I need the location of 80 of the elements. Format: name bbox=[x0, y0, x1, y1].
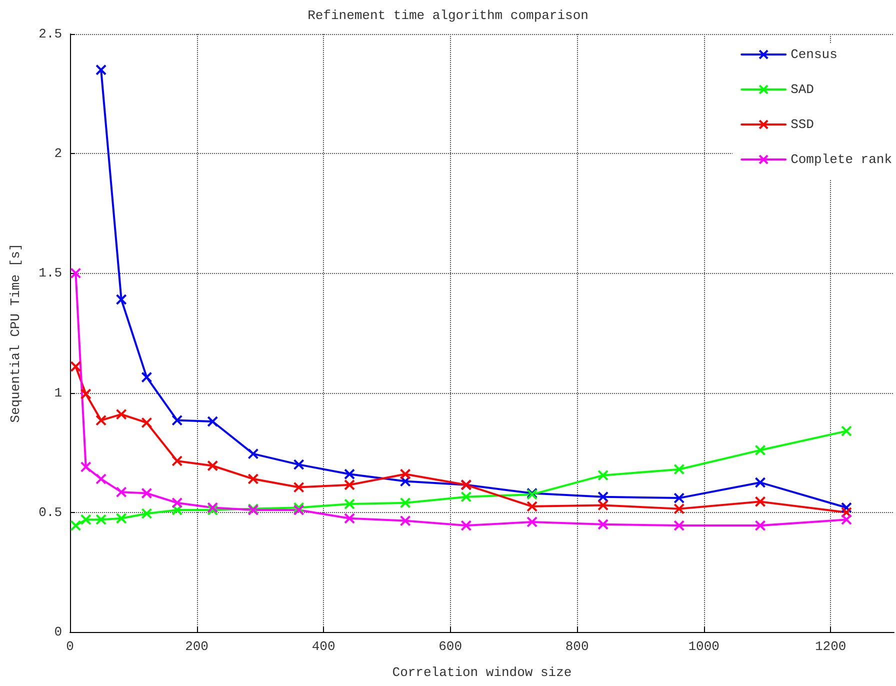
point bbox=[141, 488, 152, 499]
point bbox=[598, 491, 609, 502]
point bbox=[248, 473, 259, 484]
point bbox=[70, 268, 82, 279]
point bbox=[754, 477, 766, 488]
point bbox=[674, 492, 685, 504]
point bbox=[840, 514, 852, 526]
point bbox=[141, 508, 152, 520]
point bbox=[344, 468, 356, 480]
point bbox=[207, 460, 218, 472]
point bbox=[598, 500, 609, 511]
point bbox=[526, 516, 538, 528]
point bbox=[96, 64, 107, 76]
point bbox=[598, 470, 609, 481]
legend-label: Complete rank bbox=[790, 152, 892, 167]
point bbox=[840, 426, 852, 437]
y-tick-label: 2.5 bbox=[38, 26, 62, 42]
y-tick-label: 1 bbox=[54, 385, 62, 400]
point bbox=[400, 476, 411, 487]
legend-label: SSD bbox=[790, 117, 814, 132]
point bbox=[172, 504, 183, 516]
point bbox=[400, 468, 411, 480]
point bbox=[141, 372, 152, 383]
point bbox=[172, 455, 183, 466]
point bbox=[754, 520, 766, 532]
x-tick-label: 200 bbox=[185, 639, 208, 654]
point bbox=[248, 448, 259, 460]
point bbox=[400, 515, 411, 526]
x-tick-label: 400 bbox=[312, 639, 336, 654]
chart-title: Refinement time algorithm comparison bbox=[308, 8, 588, 23]
point bbox=[460, 491, 472, 502]
point bbox=[116, 408, 127, 420]
point bbox=[70, 520, 82, 532]
point bbox=[80, 388, 92, 400]
point bbox=[754, 496, 766, 508]
point bbox=[80, 514, 92, 526]
point bbox=[141, 417, 152, 428]
y-tick-label: 0.5 bbox=[38, 504, 62, 520]
point bbox=[172, 414, 183, 426]
y-tick-label: 1.5 bbox=[38, 266, 62, 281]
point bbox=[116, 512, 127, 524]
point bbox=[674, 503, 685, 514]
point bbox=[293, 502, 304, 514]
point bbox=[70, 360, 82, 372]
x-tick-label: 1000 bbox=[688, 639, 720, 654]
point bbox=[754, 444, 766, 456]
point bbox=[207, 504, 218, 516]
point bbox=[400, 497, 411, 508]
point bbox=[207, 416, 218, 428]
point bbox=[344, 498, 356, 510]
point bbox=[460, 520, 472, 532]
point bbox=[207, 502, 218, 514]
point bbox=[293, 504, 304, 516]
legend-label: SAD bbox=[790, 82, 814, 97]
legend-label: Census bbox=[790, 47, 838, 62]
point bbox=[96, 473, 107, 484]
y-axis-title: Sequential CPU Time [s] bbox=[8, 243, 23, 423]
point bbox=[172, 497, 183, 508]
point bbox=[96, 514, 107, 526]
point bbox=[526, 500, 538, 512]
point bbox=[674, 520, 685, 532]
point bbox=[840, 502, 852, 514]
point bbox=[116, 486, 127, 498]
point bbox=[96, 414, 107, 426]
point bbox=[344, 479, 356, 490]
point bbox=[840, 506, 852, 518]
y-tick-label: 2 bbox=[54, 146, 62, 162]
y-tick-label: 0 bbox=[54, 624, 62, 640]
point bbox=[116, 294, 127, 306]
point bbox=[598, 518, 609, 530]
point bbox=[344, 512, 356, 524]
x-axis-title: Correlation window size bbox=[392, 665, 572, 680]
point bbox=[293, 482, 304, 493]
x-tick-label: 600 bbox=[438, 639, 462, 654]
point bbox=[674, 464, 685, 475]
x-tick-label: 800 bbox=[565, 639, 589, 654]
x-tick-label: 0 bbox=[66, 639, 74, 654]
x-tick-label: 1200 bbox=[815, 639, 846, 654]
point bbox=[293, 459, 304, 470]
point bbox=[80, 461, 92, 472]
